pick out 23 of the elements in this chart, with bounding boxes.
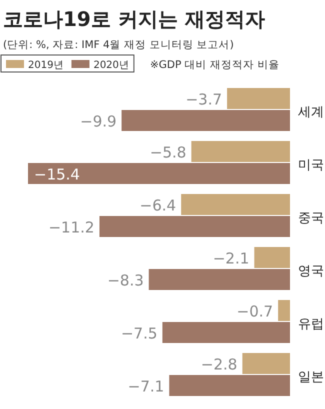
category-label: 중국 <box>298 211 324 226</box>
category-label: 유럽 <box>298 317 324 332</box>
legend-label: 2019년 <box>28 60 64 71</box>
data-label: −9.9 <box>80 112 117 130</box>
category-label: 세계 <box>298 105 324 120</box>
data-label: −11.2 <box>48 218 94 236</box>
legend-label: 2020년 <box>93 60 129 71</box>
data-label: −2.8 <box>200 356 238 374</box>
data-label: −5.8 <box>150 144 186 162</box>
data-label: −6.4 <box>140 196 176 214</box>
data-label: −0.7 <box>236 302 274 320</box>
data-label: −2.1 <box>212 250 250 268</box>
data-label: −15.4 <box>34 166 80 184</box>
data-label: −8.3 <box>107 272 144 290</box>
annotation: ※GDP 대비 재정적자 비율 <box>150 59 280 71</box>
data-label: −7.5 <box>120 324 158 342</box>
category-label: 일본 <box>298 370 324 385</box>
data-label: −7.1 <box>128 378 164 396</box>
subtitle: (단위: %, 자료: IMF 4월 재정 모니터링 보고서) <box>3 39 234 51</box>
data-label: −3.7 <box>186 90 222 108</box>
title: 코로나19로 커지는 재정적자 <box>3 7 265 31</box>
category-label: 영국 <box>298 264 324 279</box>
category-label: 미국 <box>298 158 324 173</box>
